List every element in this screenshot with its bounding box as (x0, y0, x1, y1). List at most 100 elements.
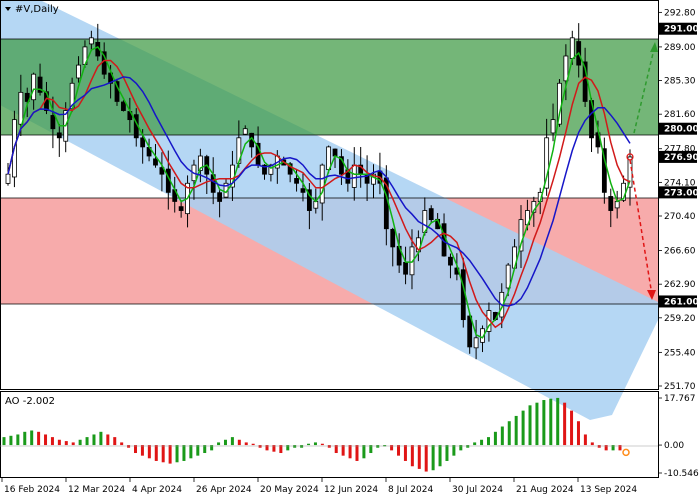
ao-bar (230, 437, 234, 446)
candle-body (339, 156, 344, 175)
candle-body (88, 37, 94, 45)
date-tick-label: 12 Mar 2024 (68, 485, 125, 495)
candle-body (505, 264, 511, 289)
candle-body (31, 73, 37, 101)
price-level-badge (659, 150, 697, 163)
ao-bar (348, 445, 352, 459)
ao-bar (30, 430, 34, 446)
ao-bar (403, 445, 407, 461)
ao-bar (120, 442, 124, 446)
price-tick-label: 251.70 (664, 382, 696, 392)
ao-bar (237, 439, 241, 446)
candle-body (24, 92, 30, 102)
ao-bar (466, 445, 470, 448)
forecast-up-arrow (633, 44, 656, 134)
date-axis: 16 Feb 2024 12 Mar 2024 4 Apr 2024 26 Apr 2… (1, 478, 637, 495)
ao-bar (480, 439, 484, 446)
price-level-label: 273.00 (664, 188, 699, 198)
ao-bar (570, 410, 574, 446)
price-tick-label: 259.20 (664, 314, 696, 324)
candle-body (518, 219, 524, 252)
ao-bar (113, 437, 117, 446)
ao-bar (556, 397, 560, 446)
candle-body (18, 91, 24, 125)
candle-body (569, 37, 575, 59)
ao-bar (85, 437, 89, 446)
candle-body (268, 164, 274, 175)
dropdown-icon[interactable] (5, 7, 11, 11)
date-tick-label: 4 Apr 2024 (132, 485, 182, 495)
ao-bar (521, 410, 525, 446)
candle-body (563, 55, 569, 82)
zones (0, 0, 658, 420)
ao-bar (134, 445, 138, 454)
ao-bar (313, 442, 317, 446)
ao-bar (334, 445, 338, 454)
price-level-label: 261.00 (664, 297, 699, 307)
ao-bar (424, 445, 428, 472)
price-level-label: 276.90 (664, 153, 699, 163)
ao-tick-label: 17.767 (664, 394, 696, 404)
ao-bar (397, 445, 401, 456)
ao-bar (341, 445, 345, 456)
ao-bar (71, 442, 75, 446)
ao-bar (182, 445, 186, 461)
chart-title: #V,Daily (15, 4, 59, 15)
ao-bar (576, 421, 580, 446)
ao-tick-label: 0.00 (664, 441, 684, 451)
ao-bar (161, 445, 165, 463)
candle-body (159, 167, 165, 175)
ao-tick-label: -10.546 (664, 469, 699, 479)
ao-bar (383, 445, 387, 447)
ao-bar (369, 445, 373, 454)
date-tick-label: 20 May 2024 (260, 485, 319, 495)
ao-bar (140, 445, 144, 456)
candle-body (550, 119, 556, 134)
date-tick-label: 13 Sep 2024 (580, 485, 637, 495)
price-tick-label: 289.00 (664, 43, 696, 53)
chart-title-group: #V,Daily AO -2.002 (5, 4, 59, 407)
candle-body (403, 261, 408, 275)
price-tick-label: 255.40 (664, 348, 696, 358)
main-plot-border (0, 0, 659, 390)
price-tick-label: 274.10 (664, 178, 696, 188)
candle-body (217, 192, 223, 202)
ao-bar (493, 431, 497, 446)
candle-body (242, 128, 248, 135)
candle-body (448, 256, 453, 266)
candle-body (140, 137, 146, 148)
price-tick-label: 292.80 (664, 8, 696, 18)
ao-bar (486, 437, 490, 446)
ao-bar (203, 445, 207, 454)
price-level-badge (659, 122, 697, 135)
ao-bar (431, 445, 435, 471)
ao-bar (528, 405, 532, 446)
ao-bar (410, 445, 414, 467)
ao-bar (127, 445, 131, 448)
ao-bar (272, 445, 276, 452)
ao-bar (251, 443, 255, 446)
candle-body (5, 173, 11, 184)
price-tick-label: 285.30 (664, 77, 696, 87)
candle-body (300, 188, 306, 193)
ao-bar (210, 445, 214, 451)
ao-last-marker (622, 448, 630, 457)
ao-bar (78, 439, 82, 446)
ao-bar (9, 435, 13, 446)
ao-bar (583, 434, 587, 446)
ao-bar (390, 445, 394, 451)
ao-bar (244, 442, 248, 446)
price-level-badge (659, 295, 697, 308)
candle-body (390, 228, 396, 248)
candle-body (601, 148, 607, 193)
ao-bar (106, 434, 110, 446)
ao-bar (217, 442, 221, 446)
ao-bar (293, 445, 297, 448)
candle-body (262, 164, 267, 175)
price-tick-label: 266.60 (664, 247, 696, 257)
candle-body (50, 115, 56, 130)
last-price-marker (626, 153, 634, 161)
forecast-down-arrow (629, 159, 653, 296)
ao-bar (590, 442, 594, 446)
